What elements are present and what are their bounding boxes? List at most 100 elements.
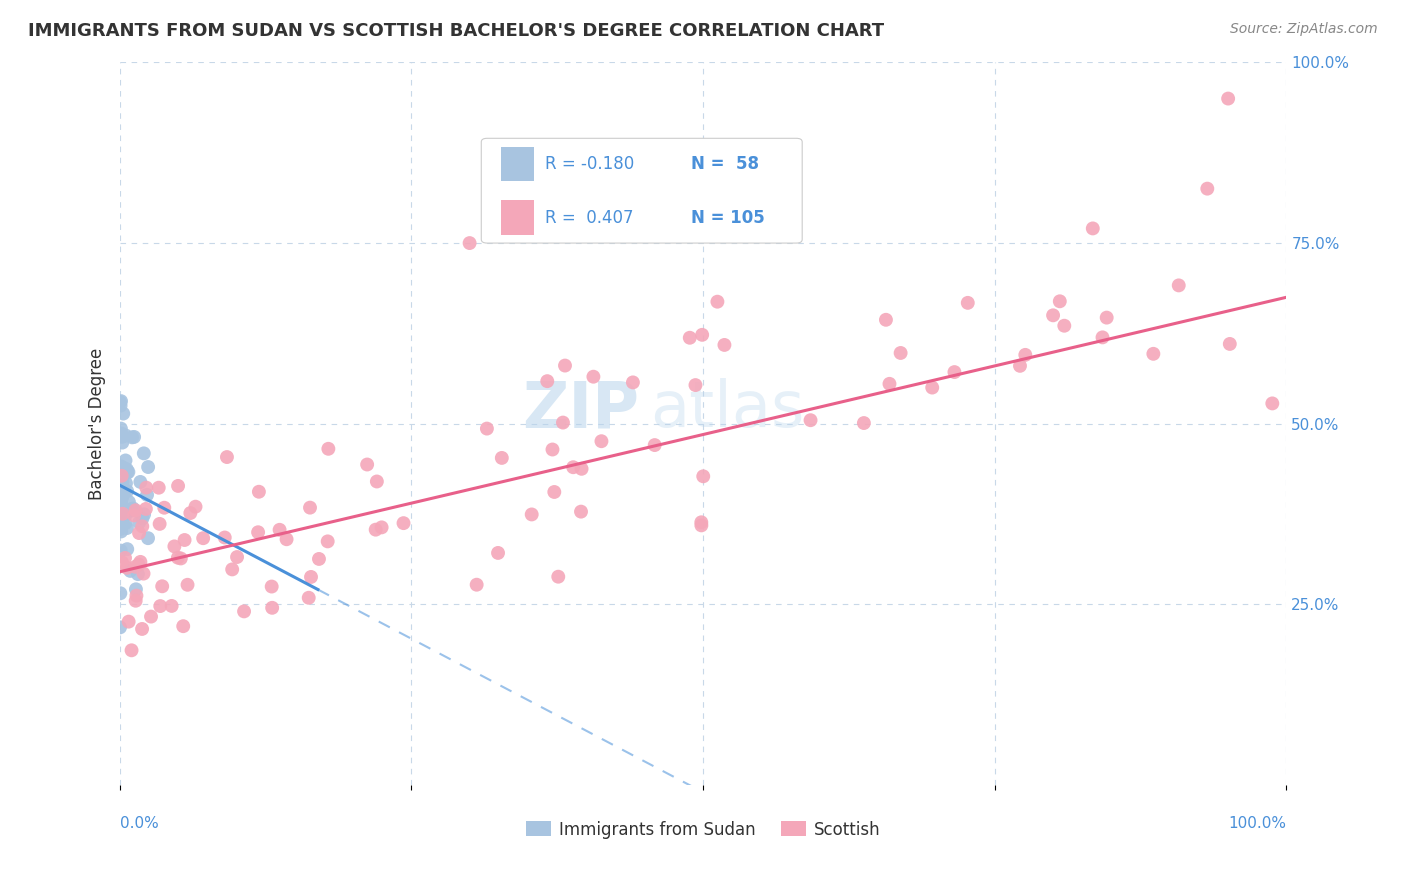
Point: [1049, 294, 1071, 309]
Point: [124, 503, 146, 517]
Point: [520, 508, 543, 522]
Point: [221, 562, 243, 576]
Point: [316, 534, 339, 549]
Point: [110, 421, 132, 435]
Point: [644, 438, 666, 452]
Point: [108, 620, 131, 634]
Point: [167, 550, 190, 565]
Point: [131, 511, 153, 525]
Point: [591, 434, 613, 449]
Point: [214, 531, 236, 545]
Point: [475, 421, 498, 435]
Point: [115, 466, 138, 480]
Point: [115, 521, 138, 535]
Point: [112, 486, 135, 500]
Point: [112, 461, 135, 475]
Text: ZIP: ZIP: [522, 378, 638, 441]
Point: [890, 346, 912, 360]
Point: [184, 500, 207, 514]
Point: [117, 615, 139, 629]
Point: [114, 516, 136, 531]
Point: [111, 468, 134, 483]
Point: [679, 331, 702, 345]
Point: [149, 599, 172, 613]
Point: [536, 374, 558, 388]
Point: [193, 531, 215, 545]
Text: IMMIGRANTS FROM SUDAN VS SCOTTISH BACHELOR'S DEGREE CORRELATION CHART: IMMIGRANTS FROM SUDAN VS SCOTTISH BACHEL…: [28, 22, 884, 40]
Point: [122, 430, 145, 444]
Point: [541, 442, 564, 457]
Point: [685, 378, 707, 392]
Point: [110, 586, 132, 600]
Point: [260, 580, 283, 594]
Point: [111, 461, 134, 475]
Point: [110, 504, 132, 518]
Point: [131, 622, 153, 636]
Point: [110, 478, 132, 492]
Text: R =  0.407: R = 0.407: [546, 209, 634, 227]
Point: [110, 524, 132, 539]
Point: [110, 426, 132, 441]
Point: [706, 294, 728, 309]
Point: [172, 619, 194, 633]
Text: 100.0%: 100.0%: [1229, 816, 1286, 831]
Point: [1197, 181, 1219, 195]
Point: [1095, 310, 1118, 325]
Point: [551, 416, 574, 430]
Point: [921, 380, 943, 394]
Point: [852, 416, 875, 430]
Point: [111, 507, 134, 521]
Point: [233, 604, 256, 618]
Point: [727, 186, 749, 200]
Point: [131, 519, 153, 533]
Point: [110, 428, 132, 442]
Point: [370, 520, 392, 534]
Point: [318, 442, 340, 456]
Point: [114, 550, 136, 565]
Point: [108, 395, 131, 409]
Point: [132, 508, 155, 522]
FancyBboxPatch shape: [481, 138, 803, 243]
Point: [114, 428, 136, 442]
Point: [276, 533, 298, 547]
Point: [108, 515, 131, 529]
Point: [690, 518, 713, 533]
Point: [128, 558, 150, 572]
Point: [1008, 359, 1031, 373]
Point: [364, 523, 387, 537]
Point: [366, 475, 388, 489]
Text: Source: ZipAtlas.com: Source: ZipAtlas.com: [1230, 22, 1378, 37]
Point: [179, 506, 201, 520]
Point: [115, 462, 138, 476]
Point: [125, 589, 148, 603]
Point: [1219, 337, 1241, 351]
Point: [122, 508, 145, 523]
Point: [125, 593, 148, 607]
Point: [118, 495, 141, 509]
Point: [121, 430, 143, 444]
Point: [120, 564, 142, 578]
Point: [118, 504, 141, 518]
Text: 0.0%: 0.0%: [120, 816, 159, 831]
Point: [875, 313, 897, 327]
Point: [111, 490, 134, 504]
Point: [108, 522, 131, 536]
Point: [486, 546, 509, 560]
Point: [298, 591, 321, 605]
Point: [215, 450, 238, 464]
Point: [110, 543, 132, 558]
Point: [149, 516, 172, 531]
Point: [247, 525, 270, 540]
Point: [110, 496, 132, 510]
Point: [491, 450, 513, 465]
Point: [1014, 348, 1036, 362]
Point: [121, 502, 143, 516]
Point: [176, 578, 198, 592]
Text: N =  58: N = 58: [692, 155, 759, 173]
Point: [108, 459, 131, 474]
Point: [111, 555, 134, 569]
Point: [1053, 318, 1076, 333]
Point: [124, 559, 146, 574]
Point: [1261, 396, 1284, 410]
Point: [136, 460, 159, 475]
